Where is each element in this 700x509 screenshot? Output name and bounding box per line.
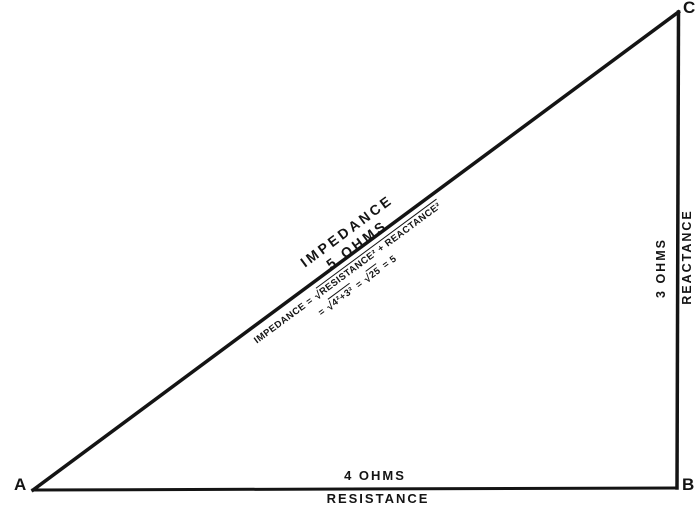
formula-line2-eq1: = xyxy=(316,305,328,319)
vertical-side-name-label: REACTANCE xyxy=(680,209,694,305)
vertex-a-label: A xyxy=(14,475,27,494)
vertex-c-label: C xyxy=(683,0,696,17)
base-name-label: RESISTANCE xyxy=(326,491,430,506)
formula-line2-eq2: = xyxy=(353,277,365,291)
hypotenuse-line-impedance xyxy=(30,9,681,493)
base-value-label: 4 OHMS xyxy=(344,468,406,483)
vertex-b-label: B xyxy=(682,475,695,494)
base-line-resistance xyxy=(31,486,679,492)
vertical-side-value-label: 3 OHMS xyxy=(654,238,668,298)
vertical-line-reactance xyxy=(675,10,681,490)
